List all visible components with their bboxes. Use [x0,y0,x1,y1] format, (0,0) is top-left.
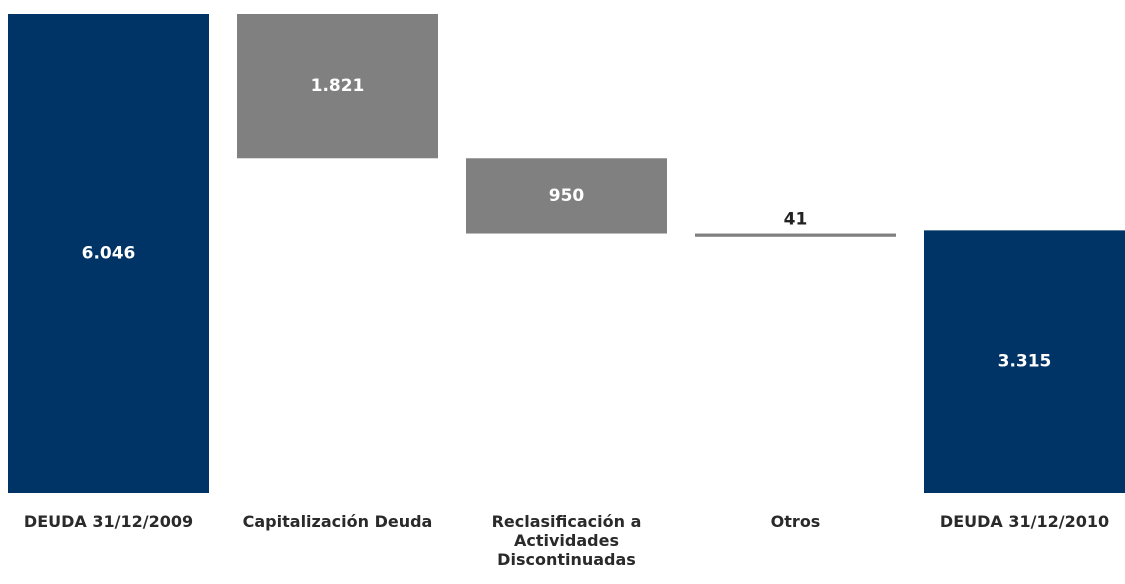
category-label: Otros [770,512,821,531]
bar [695,233,896,237]
category-label: Capitalización Deuda [242,512,433,531]
bar [8,14,209,493]
bar [466,158,667,234]
category-label: DEUDA 31/12/2009 [23,512,194,531]
value-label: 41 [784,210,808,230]
value-label: 950 [549,186,585,206]
bar [924,230,1125,493]
bar [237,14,438,159]
value-label: 3.315 [998,352,1052,372]
value-label: 1.821 [311,76,365,96]
category-label: Reclasificación a Actividades Discontinu… [491,512,642,569]
category-label: DEUDA 31/12/2010 [939,512,1110,531]
value-label: 6.046 [82,244,136,264]
